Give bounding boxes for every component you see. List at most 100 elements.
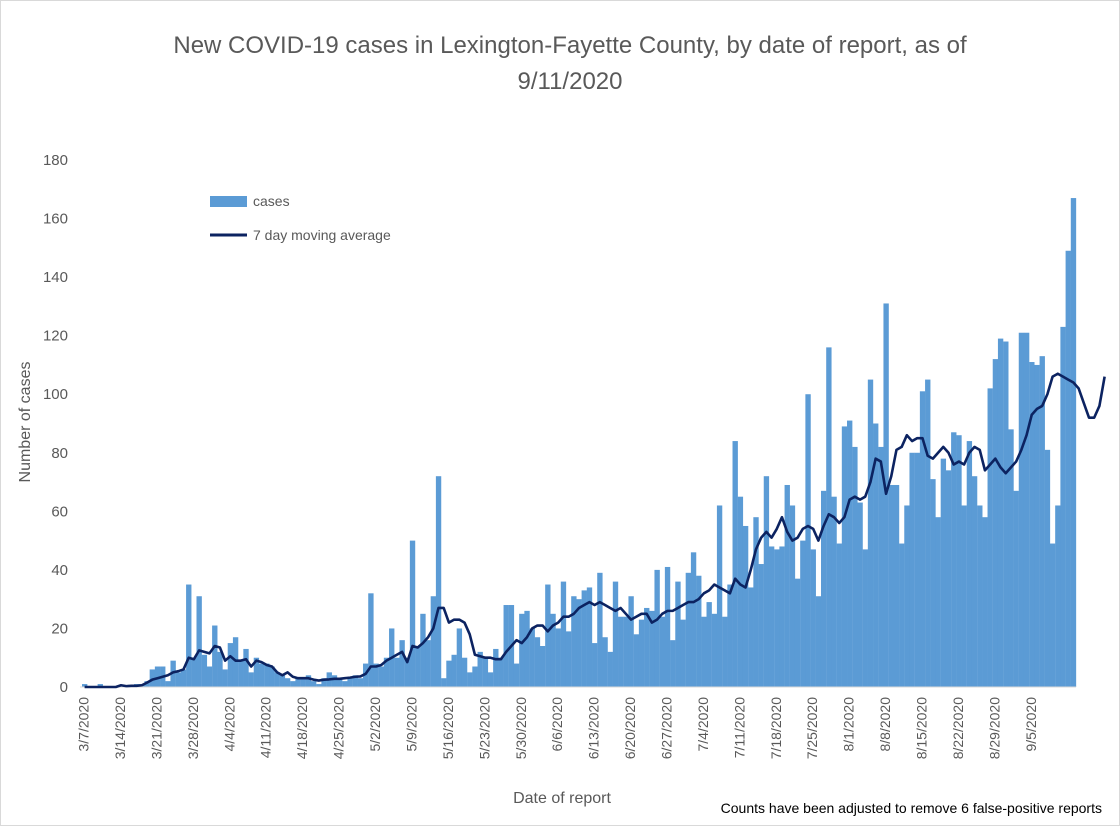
bar xyxy=(815,596,822,687)
bar xyxy=(217,651,223,687)
bar xyxy=(1070,198,1077,688)
x-tick-label: 7/4/2020 xyxy=(695,697,711,752)
bar xyxy=(284,678,291,687)
bar xyxy=(654,569,660,687)
bar xyxy=(149,669,156,687)
chart-title: New COVID-19 cases in Lexington-Fayette … xyxy=(173,32,967,95)
bar xyxy=(279,675,286,687)
bar xyxy=(472,666,478,687)
bar xyxy=(670,640,676,687)
x-tick-label: 6/13/2020 xyxy=(586,697,602,759)
bar xyxy=(321,678,327,687)
bar xyxy=(477,651,483,687)
bar xyxy=(269,666,275,687)
bar xyxy=(800,540,806,687)
bar xyxy=(914,452,921,687)
bar xyxy=(701,616,707,687)
bar xyxy=(852,446,858,687)
bar xyxy=(196,596,202,687)
bar xyxy=(222,669,228,687)
bar xyxy=(586,587,593,687)
bar xyxy=(394,657,400,687)
moving-average-line xyxy=(84,372,1106,689)
bar xyxy=(997,338,1004,687)
bar xyxy=(831,496,837,687)
bar xyxy=(1044,449,1051,687)
bar xyxy=(170,660,176,687)
footnote: Counts have been adjusted to remove 6 fa… xyxy=(720,800,1102,816)
bar xyxy=(758,564,764,687)
bar xyxy=(347,678,353,687)
bar xyxy=(404,657,411,687)
x-tick-label: 4/18/2020 xyxy=(294,697,310,759)
bar xyxy=(274,672,280,687)
bar xyxy=(175,672,182,687)
bar xyxy=(550,613,556,687)
bar xyxy=(529,628,535,687)
bar xyxy=(1055,505,1061,687)
bar xyxy=(862,549,868,687)
bar xyxy=(513,663,520,687)
bar xyxy=(227,643,234,687)
bar xyxy=(581,590,587,687)
bar xyxy=(774,549,780,687)
bar xyxy=(420,613,426,687)
bar xyxy=(461,657,468,687)
x-tick-label: 7/18/2020 xyxy=(768,697,784,759)
bar xyxy=(243,648,249,687)
bar xyxy=(873,423,879,687)
bar xyxy=(618,616,624,687)
bar xyxy=(165,681,171,687)
bar xyxy=(919,391,926,687)
bar xyxy=(399,640,405,687)
y-tick-label: 80 xyxy=(51,445,68,462)
bar xyxy=(342,681,348,687)
bar xyxy=(987,388,993,687)
bar-series xyxy=(82,198,1077,688)
bar xyxy=(945,470,952,687)
bar xyxy=(956,435,962,687)
bar xyxy=(1013,490,1019,687)
bar xyxy=(258,663,265,687)
bar xyxy=(992,359,999,687)
y-axis-label: Number of cases xyxy=(17,362,34,483)
bar xyxy=(794,578,801,687)
x-tick-label: 3/21/2020 xyxy=(149,697,165,759)
x-tick-label: 4/4/2020 xyxy=(221,697,237,752)
bar xyxy=(836,543,842,687)
bar xyxy=(909,452,915,687)
bar xyxy=(248,672,254,687)
x-tick-label: 8/29/2020 xyxy=(986,697,1002,759)
bar xyxy=(316,684,322,687)
x-tick-label: 3/7/2020 xyxy=(76,697,92,752)
x-axis-label: Date of report xyxy=(513,790,611,807)
bar xyxy=(82,684,88,687)
x-tick-labels: 3/7/2020 3/14/2020 3/21/2020 3/28/2020 4/4/2… xyxy=(76,697,1039,760)
x-tick-label: 5/23/2020 xyxy=(476,697,492,759)
bar xyxy=(597,572,603,687)
x-tick-label: 3/14/2020 xyxy=(112,697,128,759)
bar xyxy=(493,648,499,687)
x-tick-label: 4/25/2020 xyxy=(331,697,347,759)
bar xyxy=(1003,341,1009,687)
bar xyxy=(378,666,384,687)
y-tick-label: 0 xyxy=(60,679,68,696)
y-tick-label: 140 xyxy=(43,269,68,286)
x-tick-label: 7/25/2020 xyxy=(804,697,820,759)
bar xyxy=(290,681,296,687)
bar xyxy=(940,458,947,687)
bar xyxy=(841,426,848,687)
bar xyxy=(810,549,816,687)
bar xyxy=(748,587,754,687)
x-tick-label: 6/20/2020 xyxy=(622,697,638,759)
bar xyxy=(680,619,686,687)
bar xyxy=(696,575,702,687)
bar xyxy=(560,581,567,687)
bar xyxy=(789,505,796,687)
bar xyxy=(357,678,364,687)
bar xyxy=(180,669,187,687)
bar xyxy=(664,566,671,687)
bar xyxy=(675,581,681,687)
bar xyxy=(201,654,208,687)
bar xyxy=(612,581,619,687)
